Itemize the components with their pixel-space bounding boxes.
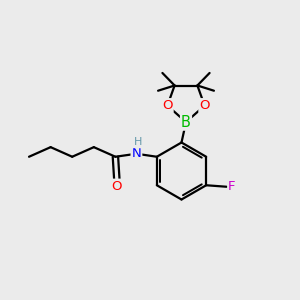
Text: O: O [200,99,210,112]
Text: N: N [131,147,141,160]
Text: O: O [112,180,122,193]
Text: H: H [134,137,142,147]
Text: O: O [162,99,173,112]
Text: F: F [228,180,236,193]
Text: B: B [181,115,191,130]
